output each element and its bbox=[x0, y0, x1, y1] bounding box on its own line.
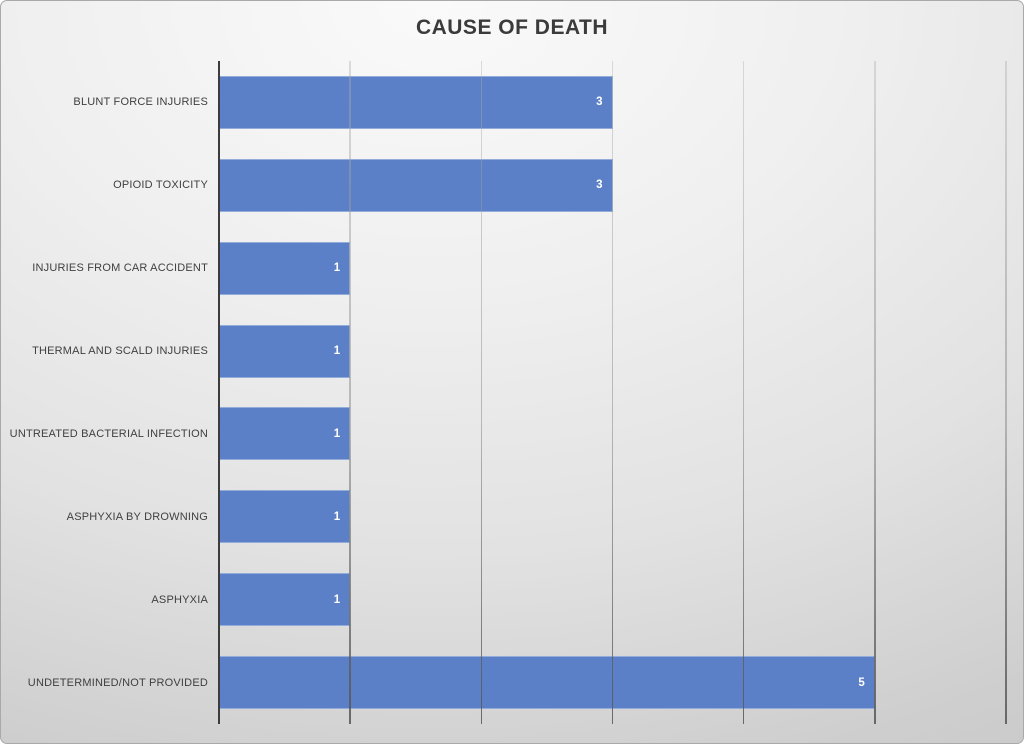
bar-value-label: 3 bbox=[596, 96, 603, 109]
bar-track: 1 bbox=[219, 393, 1006, 476]
bar-track: 1 bbox=[219, 475, 1006, 558]
bar-track: 5 bbox=[219, 641, 1006, 724]
category-label: ASPHYXIA BY DROWNING bbox=[66, 510, 208, 523]
bar-value-label: 1 bbox=[333, 262, 341, 275]
bar-value-label: 3 bbox=[596, 179, 603, 192]
category-axis-line bbox=[217, 61, 220, 724]
bar-5: 1 bbox=[219, 490, 351, 544]
bar-row: BLUNT FORCE INJURIES 3 bbox=[1, 61, 1006, 144]
bar-row: THERMAL AND SCALD INJURIES 1 bbox=[1, 310, 1006, 393]
bar-4: 1 bbox=[219, 407, 351, 461]
bar-value-label: 1 bbox=[333, 345, 341, 358]
bar-track: 3 bbox=[219, 61, 1006, 144]
bar-7: 5 bbox=[219, 656, 875, 710]
bar-row: ASPHYXIA BY DROWNING 1 bbox=[1, 475, 1006, 558]
category-label: ASPHYXIA bbox=[151, 593, 208, 606]
category-label: INJURIES FROM CAR ACCIDENT bbox=[32, 262, 208, 275]
category-label: OPIOID TOXICITY bbox=[113, 179, 208, 192]
bar-2: 1 bbox=[219, 241, 351, 295]
bar-track: 1 bbox=[219, 558, 1006, 641]
category-label: THERMAL AND SCALD INJURIES bbox=[32, 345, 208, 358]
bars-layer: BLUNT FORCE INJURIES 3 OPIOID TOXICITY 3 INJ… bbox=[1, 61, 1006, 724]
bar-row: UNTREATED BACTERIAL INFECTION 1 bbox=[1, 393, 1006, 476]
bar-0: 3 bbox=[219, 75, 613, 129]
category-label: BLUNT FORCE INJURIES bbox=[73, 96, 208, 109]
bar-value-label: 1 bbox=[333, 510, 341, 523]
bar-track: 1 bbox=[219, 310, 1006, 393]
bar-track: 1 bbox=[219, 227, 1006, 310]
bar-row: UNDETERMINED/NOT PROVIDED 5 bbox=[1, 641, 1006, 724]
bar-6: 1 bbox=[219, 573, 351, 627]
category-label: UNTREATED BACTERIAL INFECTION bbox=[9, 427, 208, 440]
bar-1: 3 bbox=[219, 158, 613, 212]
bar-row: INJURIES FROM CAR ACCIDENT 1 bbox=[1, 227, 1006, 310]
bar-track: 3 bbox=[219, 144, 1006, 227]
bar-value-label: 1 bbox=[333, 593, 341, 606]
bar-value-label: 5 bbox=[858, 676, 865, 689]
bar-value-label: 1 bbox=[333, 427, 341, 440]
chart-title: CAUSE OF DEATH bbox=[415, 16, 609, 39]
bar-row: ASPHYXIA 1 bbox=[1, 558, 1006, 641]
bar-row: OPIOID TOXICITY 3 bbox=[1, 144, 1006, 227]
category-label: UNDETERMINED/NOT PROVIDED bbox=[27, 676, 208, 689]
bar-3: 1 bbox=[219, 324, 351, 378]
